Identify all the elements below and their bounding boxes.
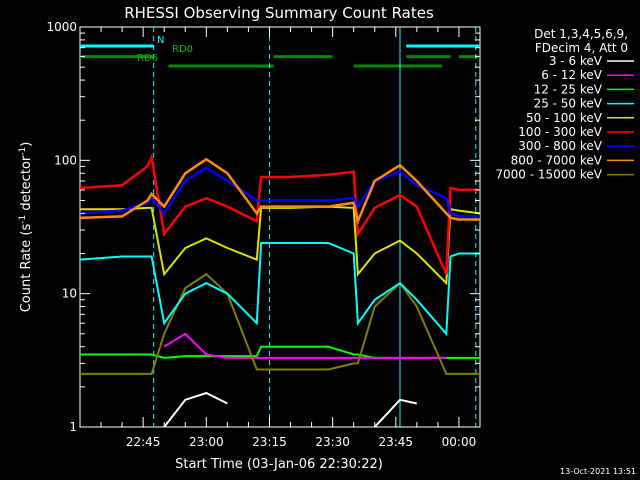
- x-tick-label: 00:00: [442, 435, 477, 449]
- legend-label: 12 - 25 keV: [534, 82, 603, 96]
- y-axis-label: Count Rate (s-1 detector-1): [18, 142, 34, 313]
- footer-date: 13-Oct-2021 13:51: [560, 467, 636, 476]
- legend: Det 1,3,4,5,6,9, FDecim 4, Att 0 3 - 6 k…: [495, 27, 634, 182]
- legend-header-2: FDecim 4, Att 0: [535, 41, 628, 55]
- series-line-yellow: [80, 205, 481, 286]
- legend-label: 25 - 50 keV: [534, 97, 603, 111]
- x-tick-label: 23:15: [252, 435, 287, 449]
- y-axis-label-sup2: -1: [18, 147, 28, 156]
- status-layer: [80, 44, 480, 68]
- y-axis-label-sup1: -1: [18, 215, 28, 224]
- legend-label: 300 - 800 keV: [518, 139, 602, 153]
- x-tick-label: 22:45: [126, 435, 161, 449]
- series-line-olive: [80, 272, 480, 375]
- legend-label: 100 - 300 keV: [518, 125, 602, 139]
- y-tick-label: 100: [54, 153, 77, 167]
- y-axis-label-end: ): [19, 142, 34, 147]
- legend-label: 7000 - 15000 keV: [495, 168, 602, 182]
- legend-label: 6 - 12 keV: [541, 68, 603, 82]
- series-line-cyan: [79, 242, 480, 337]
- x-tick-label: 23:45: [378, 435, 413, 449]
- y-tick-label: 1: [69, 420, 77, 434]
- legend-header-1: Det 1,3,4,5,6,9,: [534, 27, 628, 41]
- series-layer: [79, 153, 481, 428]
- x-tick-label: 23:00: [189, 435, 224, 449]
- y-tick-label: 1000: [46, 20, 77, 34]
- series-line-magenta: [163, 332, 447, 359]
- series-line-white: [163, 391, 418, 428]
- chart-title: RHESSI Observing Summary Count Rates: [124, 4, 434, 22]
- series-line-blue: [79, 166, 480, 218]
- y-axis-label-main: Count Rate (s: [19, 224, 34, 313]
- series-line-red: [79, 153, 480, 275]
- plot-frame: [79, 26, 481, 428]
- axis-layer: 1 10 100 1000 22:45 23:00 23:15 23:30 23:45 00:00: [46, 20, 480, 449]
- annotation-n: N: [157, 35, 164, 46]
- x-tick-label: 23:30: [315, 435, 350, 449]
- legend-label: 3 - 6 keV: [549, 54, 603, 68]
- annotation-rd0: RD0: [172, 44, 193, 55]
- series-line-orange: [79, 157, 480, 226]
- x-axis-label: Start Time (03-Jan-06 22:30:22): [175, 457, 383, 472]
- y-axis-label-mid: detector: [19, 155, 34, 215]
- annotation-rd6: RD6: [137, 53, 158, 64]
- series-line-green: [80, 345, 480, 359]
- vline-layer: [153, 27, 477, 427]
- y-tick-label: 10: [62, 287, 77, 301]
- legend-label: 800 - 7000 keV: [511, 153, 603, 167]
- legend-label: 50 - 100 keV: [526, 111, 603, 125]
